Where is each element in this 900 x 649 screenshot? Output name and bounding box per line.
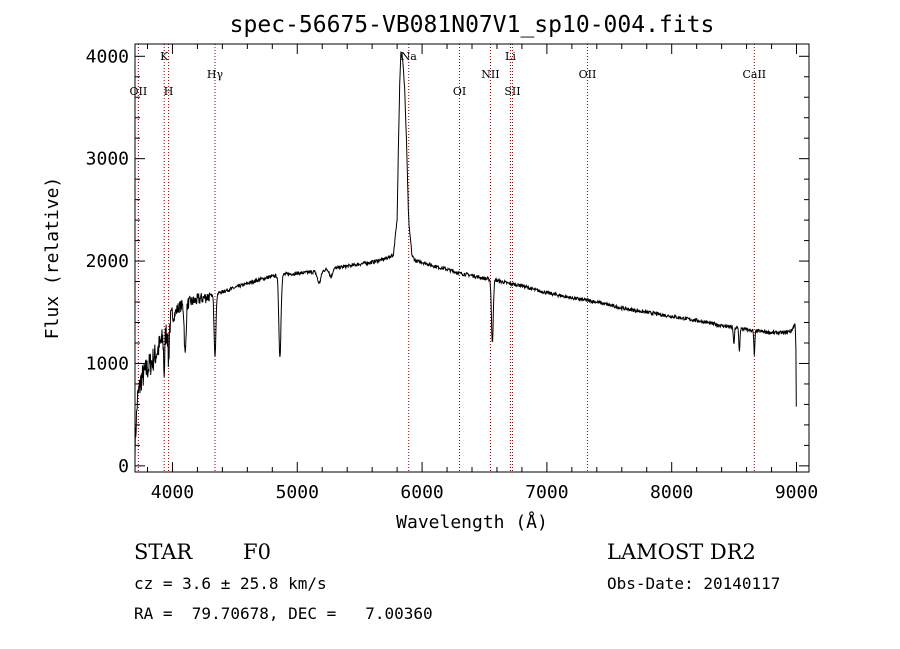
y-tick-label: 1000: [86, 353, 129, 374]
y-tick-label: 3000: [86, 149, 129, 170]
object-subclass: F0: [243, 540, 271, 564]
line-label-OI: OI: [453, 85, 466, 98]
coordinates: RA = 79.70678, DEC = 7.00360: [134, 604, 433, 623]
line-label-Hγ: Hγ: [207, 68, 224, 81]
survey-name: LAMOST DR2: [607, 540, 756, 564]
line-label-Li: Li: [505, 50, 516, 63]
chart-title: spec-56675-VB081N07V1_sp10-004.fits: [230, 12, 715, 38]
spectral-line-markers: OII K H Hγ Na OI NII Li SII OII CaII: [130, 44, 766, 472]
line-label-OII: OII: [579, 68, 597, 81]
x-tick-label: 6000: [400, 482, 443, 503]
line-label-CaII: CaII: [742, 68, 766, 81]
object-class: STAR: [134, 540, 193, 564]
spectrum-line: [134, 51, 797, 459]
line-label-SII: SII: [504, 85, 520, 98]
plot-frame: [134, 43, 810, 473]
y-tick-label: 2000: [86, 251, 129, 272]
line-label-Na: Na: [401, 50, 418, 63]
y-axis-label: Flux (relative): [42, 177, 63, 340]
x-tick-label: 4000: [151, 482, 194, 503]
x-tick-label: 8000: [650, 482, 693, 503]
spectrum-chart: spec-56675-VB081N07V1_sp10-004.fits OII K…: [42, 12, 818, 533]
y-tick-label: 0: [118, 456, 129, 477]
observation-date: Obs-Date: 20140117: [607, 574, 781, 593]
x-tick-label: 9000: [775, 482, 818, 503]
line-label-NII: NII: [481, 68, 499, 81]
line-label-OII: OII: [130, 85, 148, 98]
y-axis-ticks: 0 1000 2000 3000 4000: [86, 46, 809, 477]
line-label-H: H: [164, 85, 174, 98]
x-axis-ticks: 4000 5000 6000 7000 8000 9000: [146, 44, 818, 503]
line-label-K: K: [160, 50, 169, 63]
x-axis-label: Wavelength (Å): [396, 511, 548, 533]
x-tick-label: 7000: [525, 482, 568, 503]
y-tick-label: 4000: [86, 46, 129, 67]
x-tick-label: 5000: [276, 482, 319, 503]
redshift-value: cz = 3.6 ± 25.8 km/s: [134, 574, 327, 593]
